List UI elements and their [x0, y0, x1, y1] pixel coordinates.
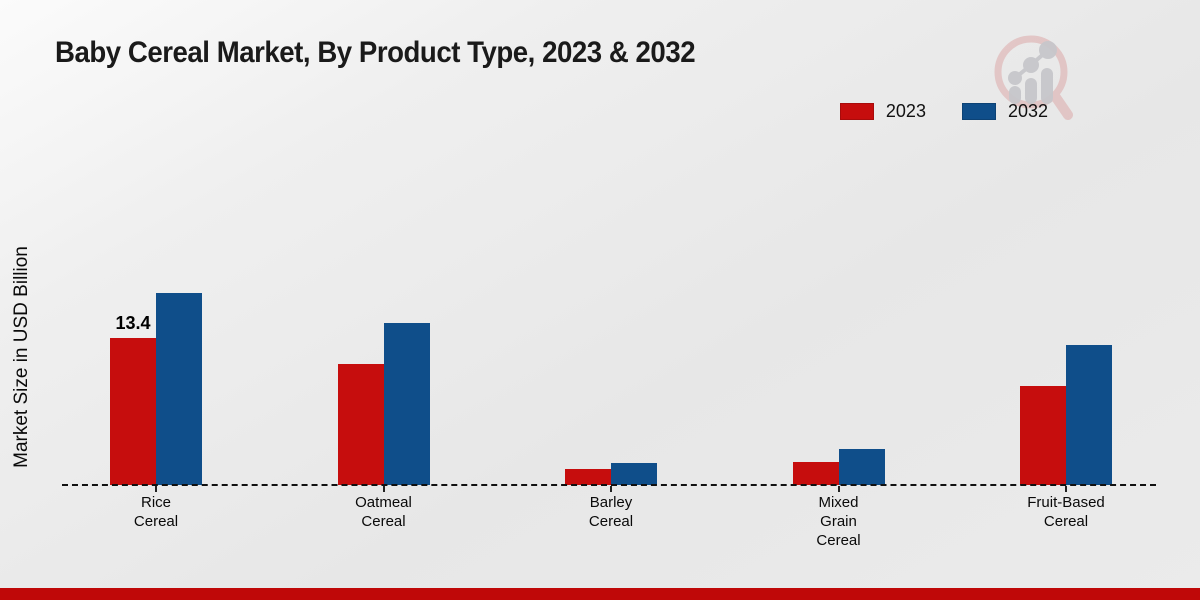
- data-label-2023: 13.4: [115, 313, 151, 333]
- legend-label-2032: 2032: [1007, 101, 1048, 121]
- x-axis-tick: [1065, 486, 1067, 492]
- legend-label-2023: 2023: [885, 101, 926, 121]
- bar-2032-mixed-grain-cereal: [838, 449, 885, 485]
- legend-item-2032: 2032: [961, 101, 1048, 122]
- magnifier-growth-chart-logo-icon: [994, 35, 1073, 120]
- legend-item-2023: 2023: [839, 101, 926, 122]
- bar-2023-barley-cereal: [565, 469, 611, 485]
- category-label: Rice Cereal: [133, 494, 179, 530]
- legend-swatch-2032: [961, 103, 996, 120]
- bar-2023-oatmeal-cereal: [337, 364, 384, 485]
- category-label: Oatmeal Cereal: [355, 494, 412, 530]
- bar-2032-barley-cereal: [611, 463, 657, 485]
- footer-accent-bar: [0, 588, 1200, 600]
- category-label: Mixed Grain Cereal: [816, 494, 861, 549]
- x-axis-tick: [610, 486, 612, 492]
- bar-2032-rice-cereal: [156, 293, 202, 485]
- bar-2032-fruit-based-cereal: [1066, 345, 1112, 485]
- x-axis-baseline: [62, 484, 1156, 486]
- bar-2023-mixed-grain-cereal: [792, 462, 839, 485]
- bar-2023-rice-cereal: [110, 338, 156, 485]
- bar-2032-oatmeal-cereal: [383, 323, 430, 485]
- x-axis-tick: [155, 486, 157, 492]
- chart-title: Baby Cereal Market, By Product Type, 202…: [55, 36, 696, 69]
- x-axis-tick: [382, 486, 385, 492]
- x-axis-tick: [837, 486, 840, 492]
- bar-2023-fruit-based-cereal: [1020, 386, 1066, 485]
- category-label: Barley Cereal: [588, 494, 634, 530]
- category-label: Fruit-Based Cereal: [1027, 494, 1105, 530]
- legend: 2023 2032: [839, 101, 1048, 122]
- legend-swatch-2023: [839, 103, 874, 120]
